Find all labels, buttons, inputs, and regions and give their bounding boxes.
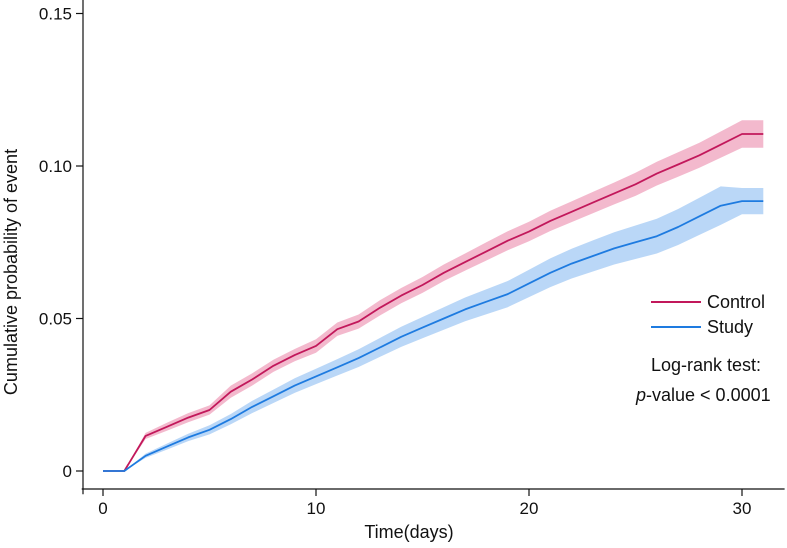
series-line-control [103,133,764,472]
p-italic: p [635,385,646,405]
log-rank-annotation: Log-rank test: p-value < 0.0001 [635,355,771,405]
p-value-text: -value < 0.0001 [646,385,771,405]
annotation-line-1: Log-rank test: [651,355,761,375]
ci-band-control [103,120,764,472]
annotation-line-2: p-value < 0.0001 [635,385,771,405]
legend-label-study: Study [707,317,753,337]
y-tick-label: 0.15 [39,5,72,24]
x-tick-label: 30 [733,499,752,518]
legend-label-control: Control [707,292,765,312]
confidence-bands [103,120,764,472]
y-tick-label: 0 [63,462,72,481]
legend: Control Study [651,292,765,337]
x-ticks: 0 10 20 30 [98,489,751,518]
y-ticks: 0 0.05 0.10 0.15 [39,5,83,481]
survival-lines [103,133,764,472]
x-axis-title: Time(days) [364,522,453,542]
x-tick-label: 0 [98,499,107,518]
series-line-study [103,200,764,472]
y-tick-label: 0.05 [39,310,72,329]
y-axis-title: Cumulative probability of event [1,149,21,395]
y-tick-label: 0.10 [39,157,72,176]
axes: 0 10 20 30 0 0.05 0.10 0.15 [39,0,785,518]
x-tick-label: 20 [520,499,539,518]
x-tick-label: 10 [307,499,326,518]
ci-band-study [103,186,764,471]
